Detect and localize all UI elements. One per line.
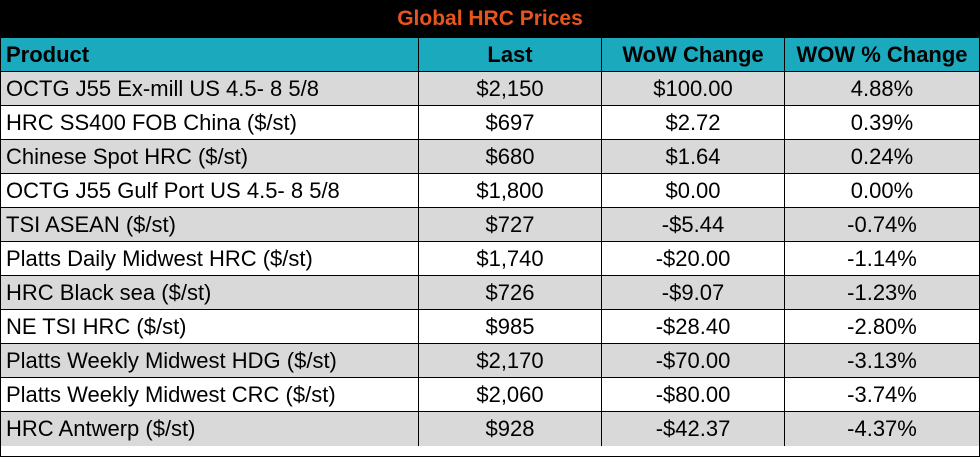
table-row: HRC SS400 FOB China ($/st) $697 $2.72 0.39% — [1, 106, 979, 140]
wow-pct-change-cell: -2.80% — [847, 313, 917, 339]
wow-change-cell: -$28.40 — [602, 310, 785, 343]
wow-change-cell: -$5.44 — [602, 208, 785, 241]
last-cell: $726 — [419, 276, 602, 309]
wow-change-cell: -$9.07 — [602, 276, 785, 309]
wow-pct-change-cell: -3.74% — [847, 381, 917, 407]
wow-pct-change-cell: -1.14% — [847, 245, 917, 271]
table-row: OCTG J55 Gulf Port US 4.5- 8 5/8 $1,800 $0… — [1, 174, 979, 208]
header-wow-pct-change: WOW % Change — [796, 41, 968, 67]
wow-pct-change-cell: 4.88% — [850, 75, 914, 101]
wow-pct-change-cell: -4.37% — [847, 416, 917, 441]
table-title: Global HRC Prices — [1, 1, 979, 38]
last-cell: $985 — [419, 310, 602, 343]
product-cell: Platts Daily Midwest HRC ($/st) — [1, 242, 419, 275]
product-cell: OCTG J55 Gulf Port US 4.5- 8 5/8 — [1, 174, 419, 207]
wow-pct-change-cell: 0.24% — [850, 143, 914, 169]
table-row: Platts Daily Midwest HRC ($/st) $1,740 -$2… — [1, 242, 979, 276]
wow-change-cell: -$20.00 — [602, 242, 785, 275]
wow-change-cell: $1.64 — [602, 140, 785, 173]
product-cell: OCTG J55 Ex-mill US 4.5- 8 5/8 — [1, 72, 419, 105]
table-row: HRC Black sea ($/st) $726 -$9.07 -1.23% — [1, 276, 979, 310]
last-cell: $1,800 — [419, 174, 602, 207]
wow-pct-change-cell: 0.00% — [850, 177, 914, 203]
wow-pct-change-cell: -3.13% — [847, 347, 917, 373]
last-cell: $680 — [419, 140, 602, 173]
last-cell: $2,150 — [419, 72, 602, 105]
table-row: Platts Weekly Midwest CRC ($/st) $2,060 -$… — [1, 378, 979, 412]
product-cell: Platts Weekly Midwest CRC ($/st) — [1, 378, 419, 411]
table-row: OCTG J55 Ex-mill US 4.5- 8 5/8 $2,150 $100… — [1, 72, 979, 106]
header-wow-change: WoW Change — [602, 38, 785, 71]
wow-change-cell: -$70.00 — [602, 344, 785, 377]
table-row: TSI ASEAN ($/st) $727 -$5.44 -0.74% — [1, 208, 979, 242]
wow-change-cell: -$80.00 — [602, 378, 785, 411]
wow-pct-change-cell: 0.39% — [850, 109, 914, 135]
table-row: NE TSI HRC ($/st) $985 -$28.40 -2.80% — [1, 310, 979, 344]
product-cell: TSI ASEAN ($/st) — [1, 208, 419, 241]
product-cell: NE TSI HRC ($/st) — [1, 310, 419, 343]
header-product: Product — [1, 38, 419, 71]
table-body: OCTG J55 Ex-mill US 4.5- 8 5/8 $2,150 $100… — [1, 72, 979, 446]
last-cell: $1,740 — [419, 242, 602, 275]
product-cell: Platts Weekly Midwest HDG ($/st) — [1, 344, 419, 377]
table-row: Platts Weekly Midwest HDG ($/st) $2,170 -$… — [1, 344, 979, 378]
wow-change-cell: $100.00 — [602, 72, 785, 105]
wow-change-cell: -$42.37 — [602, 412, 785, 446]
table-row: HRC Antwerp ($/st) $928 -$42.37 -4.37% — [1, 412, 979, 446]
wow-change-cell: $0.00 — [602, 174, 785, 207]
wow-change-cell: $2.72 — [602, 106, 785, 139]
table-header-row: Product Last WoW Change WOW % Change — [1, 38, 979, 72]
header-last: Last — [419, 38, 602, 71]
product-cell: HRC Antwerp ($/st) — [1, 412, 419, 446]
wow-pct-change-cell: -1.23% — [847, 279, 917, 305]
last-cell: $727 — [419, 208, 602, 241]
product-cell: HRC Black sea ($/st) — [1, 276, 419, 309]
table-row: Chinese Spot HRC ($/st) $680 $1.64 0.24% — [1, 140, 979, 174]
product-cell: HRC SS400 FOB China ($/st) — [1, 106, 419, 139]
last-cell: $928 — [419, 412, 602, 446]
wow-pct-change-cell: -0.74% — [847, 211, 917, 237]
last-cell: $697 — [419, 106, 602, 139]
product-cell: Chinese Spot HRC ($/st) — [1, 140, 419, 173]
last-cell: $2,060 — [419, 378, 602, 411]
last-cell: $2,170 — [419, 344, 602, 377]
